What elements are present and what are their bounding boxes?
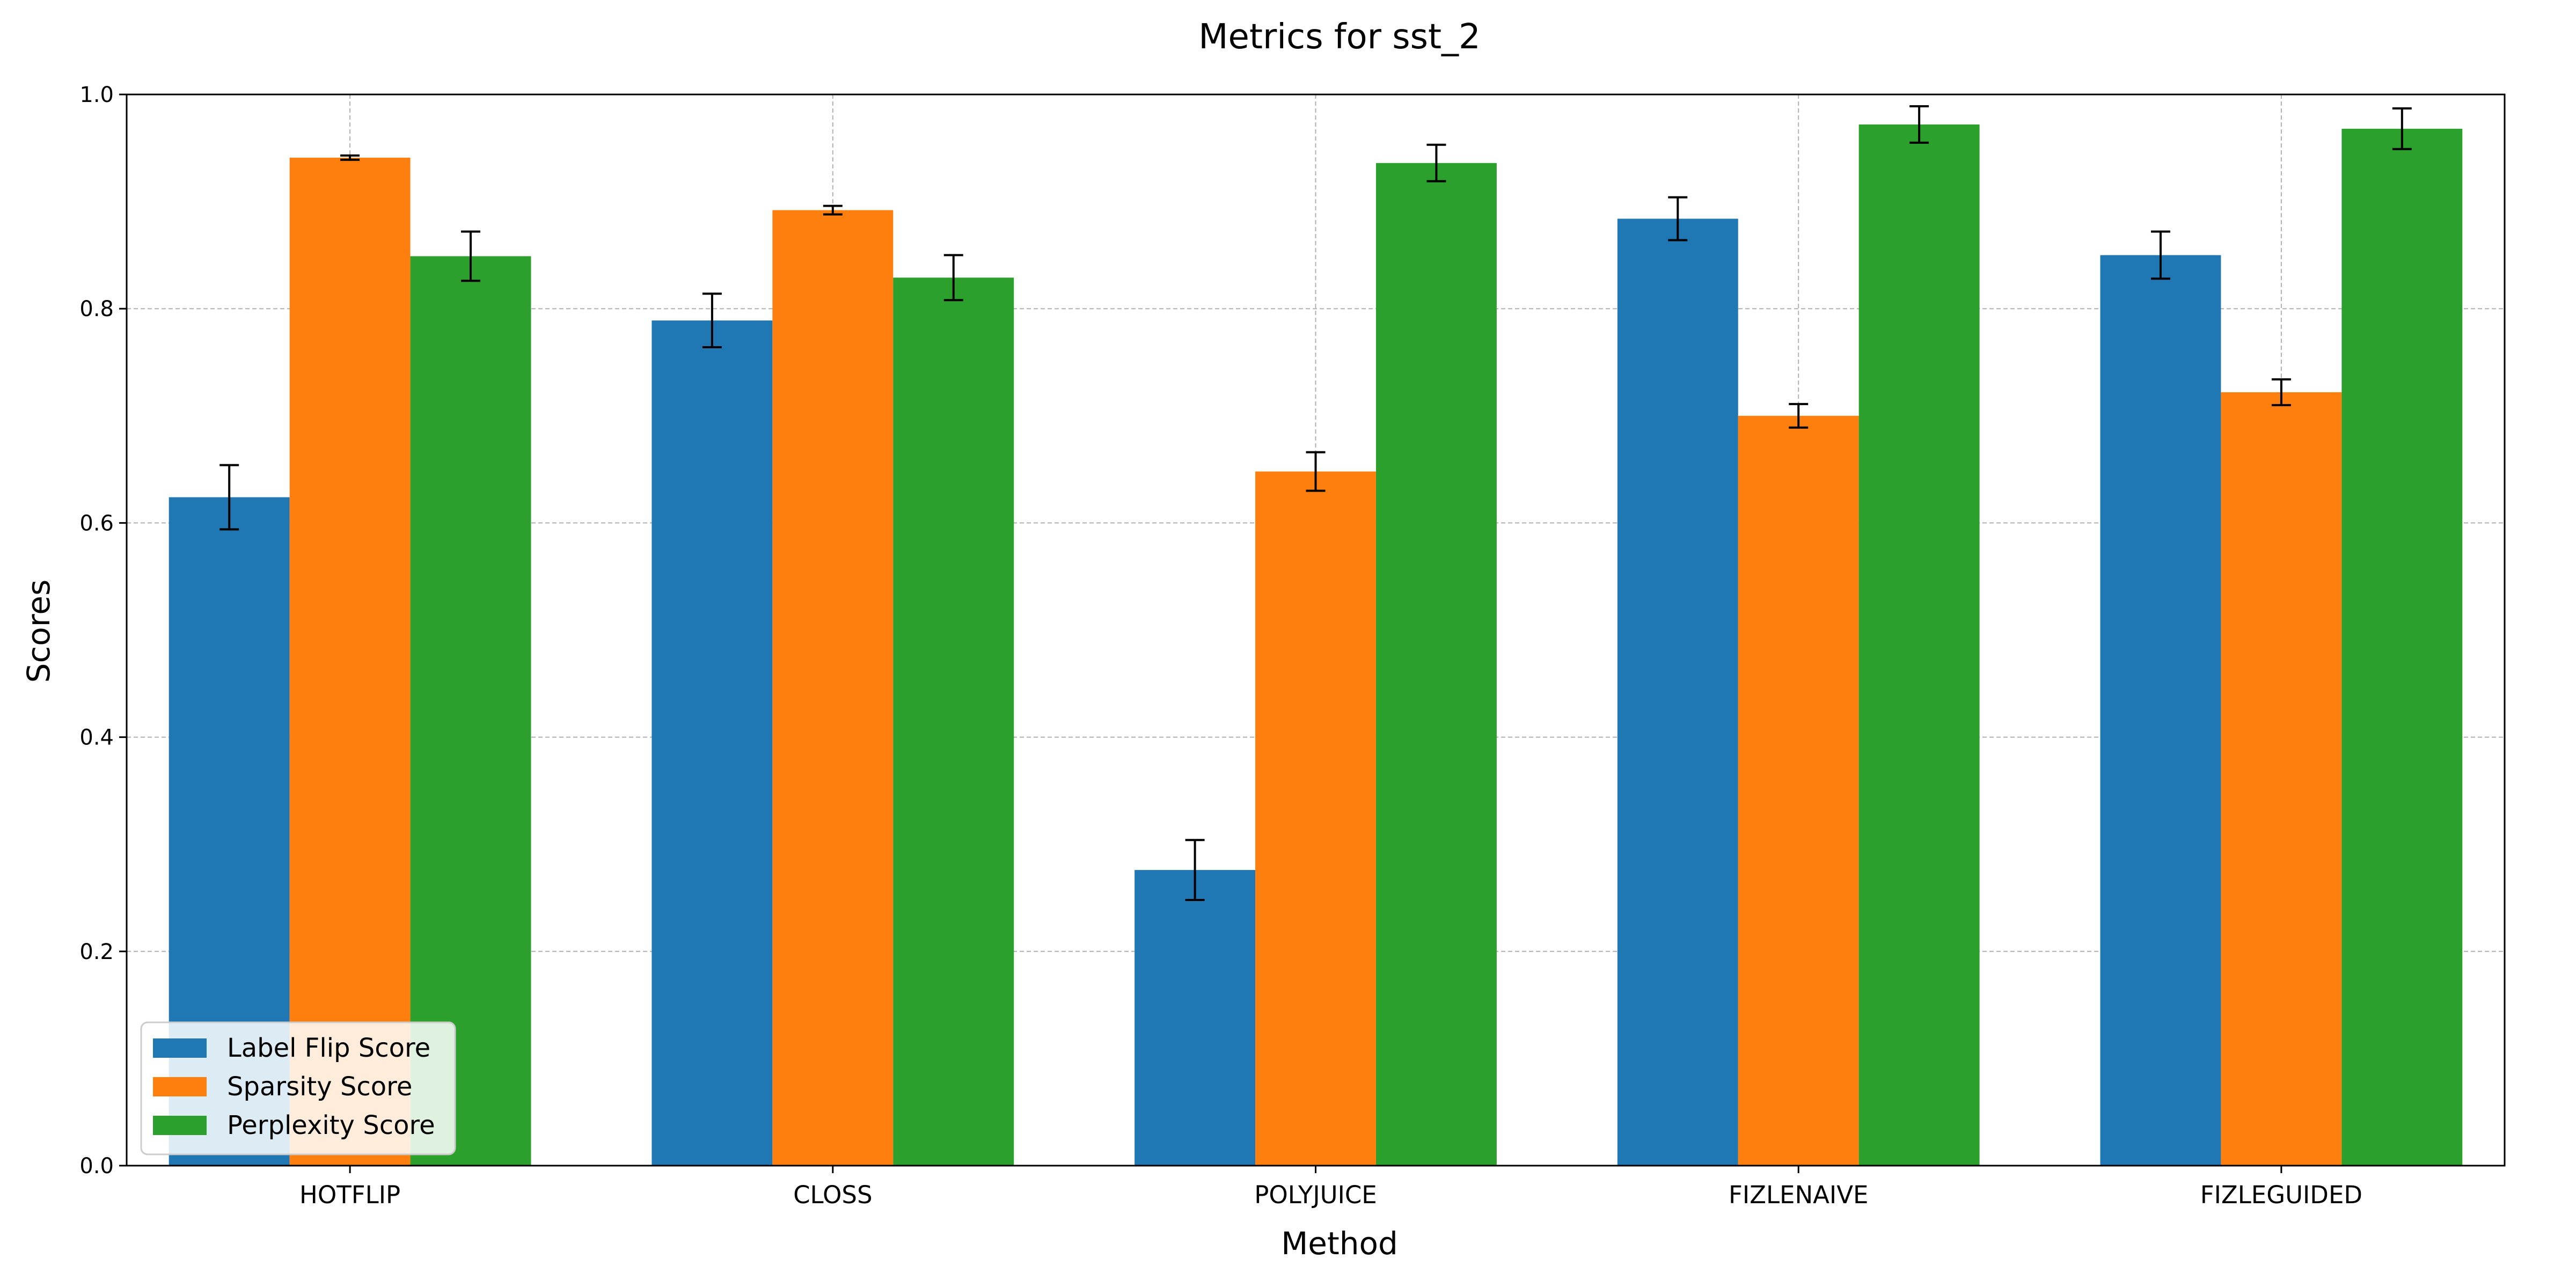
bar (1618, 219, 1738, 1166)
bar (1859, 125, 1980, 1166)
legend-swatch (153, 1077, 207, 1096)
bar (1738, 416, 1859, 1166)
bar (2101, 255, 2221, 1166)
x-axis-label: Method (1281, 1225, 1398, 1262)
bar (290, 158, 411, 1166)
legend-label: Label Flip Score (227, 1033, 430, 1063)
bar (1135, 870, 1255, 1166)
bar (1255, 472, 1376, 1166)
x-tick-label: CLOSS (793, 1181, 872, 1209)
legend-swatch (153, 1038, 207, 1058)
legend-label: Sparsity Score (227, 1072, 412, 1102)
y-tick-label: 0.2 (79, 940, 114, 964)
bar (893, 277, 1014, 1166)
chart-title: Metrics for sst_2 (1198, 17, 1481, 57)
y-tick-label: 0.4 (79, 726, 114, 750)
x-tick-label: FIZLENAIVE (1729, 1181, 1868, 1209)
bar (2341, 129, 2462, 1166)
x-tick-label: FIZLEGUIDED (2200, 1181, 2362, 1209)
y-axis-label: Scores (20, 580, 57, 683)
y-tick-label: 0.8 (79, 297, 114, 321)
y-tick-label: 0.0 (79, 1154, 114, 1179)
y-tick-label: 0.6 (79, 511, 114, 536)
y-tick-label: 1.0 (79, 83, 114, 107)
legend-swatch (153, 1116, 207, 1135)
bar (652, 320, 772, 1166)
bar (2221, 392, 2341, 1166)
legend-label: Perplexity Score (227, 1110, 435, 1140)
x-tick-label: HOTFLIP (299, 1181, 400, 1209)
bar (1376, 163, 1497, 1166)
x-tick-label: POLYJUICE (1254, 1181, 1377, 1209)
legend: Label Flip Score Sparsity Score Perplexity… (141, 1022, 455, 1154)
bar (772, 210, 893, 1166)
